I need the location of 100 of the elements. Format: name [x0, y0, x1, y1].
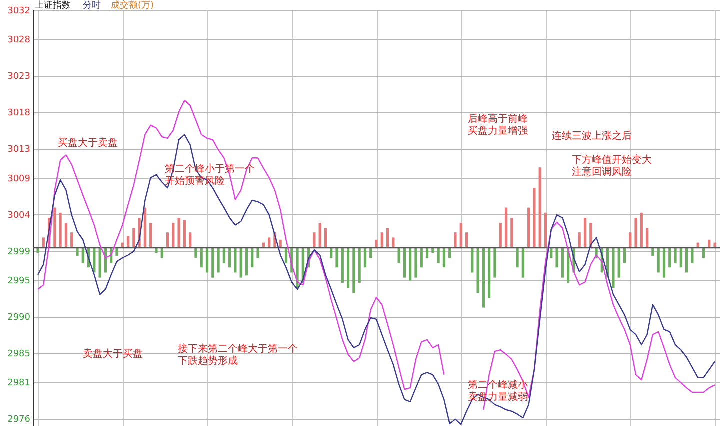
y-tick-label: 3032	[8, 6, 30, 16]
bar	[533, 188, 536, 248]
bar	[584, 218, 587, 248]
bar	[504, 208, 508, 248]
annotation: 卖盘大于买盘	[83, 348, 143, 360]
bar	[245, 248, 248, 276]
bar	[256, 248, 260, 258]
bar	[212, 248, 214, 278]
bar	[93, 248, 96, 273]
bar	[358, 248, 361, 283]
bar	[352, 248, 356, 294]
bar	[240, 248, 242, 278]
bar	[691, 248, 694, 264]
bar	[370, 248, 372, 258]
bar	[460, 223, 462, 248]
bar	[59, 212, 62, 248]
bar	[166, 232, 170, 248]
annotation: 连续三波上涨之后	[552, 130, 632, 142]
bar	[668, 248, 672, 268]
bar	[510, 218, 514, 248]
bar	[183, 220, 186, 248]
bar	[618, 248, 620, 278]
bar	[494, 248, 496, 278]
bar	[482, 248, 485, 308]
bar	[386, 228, 390, 248]
bar	[640, 212, 643, 248]
bar	[420, 248, 423, 268]
bar	[194, 248, 198, 258]
bar	[36, 248, 40, 254]
annotation: 下方峰值开始变大	[572, 154, 652, 166]
bar	[76, 248, 79, 256]
y-tick-label: 2981	[8, 378, 30, 389]
bar	[448, 248, 452, 258]
bar	[442, 248, 446, 268]
bar	[544, 212, 548, 248]
bar	[646, 228, 649, 248]
y-tick-label: 3004	[8, 210, 31, 221]
y-tick-label: 3018	[8, 108, 31, 119]
bar	[284, 248, 288, 264]
bar	[336, 248, 338, 268]
bar	[206, 248, 209, 273]
text: 分时	[83, 0, 101, 11]
bar	[222, 248, 226, 264]
bar	[476, 248, 480, 294]
bar	[398, 248, 400, 264]
bar	[178, 218, 180, 248]
bar	[662, 248, 666, 278]
bar	[150, 223, 152, 248]
y-tick-label: 2999	[8, 247, 31, 258]
bar	[550, 248, 553, 258]
bar	[680, 248, 682, 268]
annotation: 买盘力量增强	[468, 125, 528, 137]
bar	[160, 248, 164, 258]
bar	[82, 248, 84, 264]
bar	[346, 248, 350, 288]
bar	[155, 248, 158, 254]
y-tick-label: 2985	[8, 350, 30, 360]
chart-title: 上证指数	[35, 0, 71, 11]
bar	[561, 248, 564, 278]
bar	[313, 232, 316, 248]
y-tick-label: 3028	[8, 36, 31, 46]
bar	[98, 248, 102, 278]
annotation: 下跌趋势形成	[178, 355, 238, 367]
bar	[172, 223, 175, 248]
bar	[612, 248, 615, 288]
bar	[54, 208, 56, 248]
bar	[132, 228, 136, 248]
bar	[234, 248, 237, 273]
bar	[380, 232, 384, 248]
bar	[341, 248, 344, 283]
bar	[268, 238, 271, 248]
bar	[251, 248, 254, 268]
bar	[652, 248, 654, 256]
bar	[364, 248, 367, 268]
bar	[629, 232, 632, 248]
bar	[578, 232, 581, 248]
bar	[42, 238, 45, 248]
bar	[437, 248, 440, 264]
bar	[324, 228, 328, 248]
bar	[488, 248, 491, 298]
bar	[685, 248, 688, 273]
annotation: 注意回调风险	[572, 166, 632, 178]
bar	[189, 232, 192, 248]
chart-subtitle: 成交额(万)	[111, 0, 154, 11]
bar	[623, 248, 626, 264]
bar	[228, 248, 232, 268]
annotation: 后峰高于前峰	[468, 113, 528, 125]
bar	[499, 223, 502, 248]
bar	[64, 223, 68, 248]
y-tick-label: 2995	[8, 276, 30, 287]
bar	[144, 208, 146, 248]
y-tick-label: 2990	[8, 313, 31, 324]
bar	[126, 236, 130, 248]
bar	[465, 232, 468, 248]
bar	[392, 238, 395, 248]
bar	[200, 248, 203, 268]
y-tick-label: 2976	[8, 415, 31, 426]
bar	[702, 248, 706, 258]
bar	[403, 248, 406, 278]
bar	[556, 248, 558, 268]
